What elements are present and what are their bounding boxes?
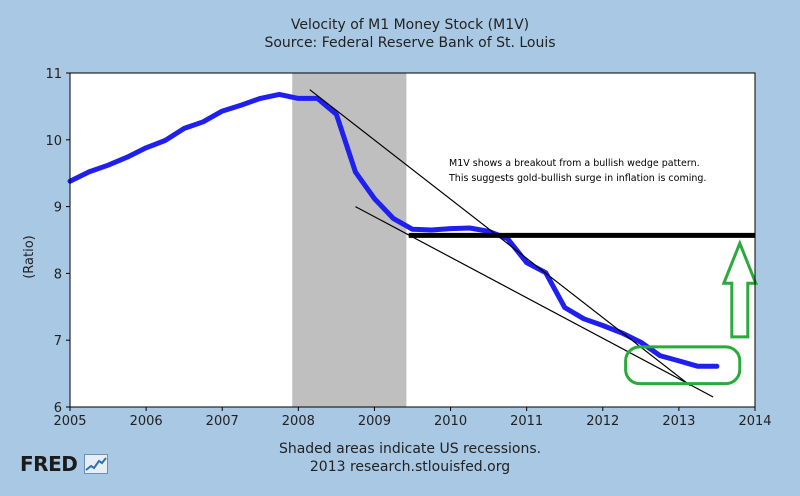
- x-tick-label: 2010: [434, 414, 467, 429]
- y-tick-label: 7: [54, 334, 62, 349]
- plot-area: [70, 73, 755, 407]
- x-tick-label: 2009: [358, 414, 391, 429]
- chart: 2005 2006 2007 2008 2009 2010 2011 2012 2013 2014…: [22, 67, 772, 429]
- fred-logo-text: FRED: [20, 452, 78, 476]
- y-tick-label: 6: [54, 401, 62, 416]
- footer-recession-note: Shaded areas indicate US recessions.: [278, 441, 542, 457]
- x-tick-label: 2007: [206, 414, 239, 429]
- chart-subtitle: Source: Federal Reserve Bank of St. Loui…: [264, 35, 556, 51]
- lower-wedge-line: [355, 206, 714, 398]
- x-tick-label: 2008: [282, 414, 315, 429]
- footer-source-url: 2013 research.stlouisfed.org: [309, 459, 511, 475]
- x-tick-label: 2013: [662, 414, 695, 429]
- fred-chart-icon: [84, 454, 109, 474]
- x-tick-label: 2006: [130, 414, 163, 429]
- chart-title: Velocity of M1 Money Stock (M1V): [290, 17, 530, 33]
- series-line-m1v: [67, 91, 720, 369]
- y-tick-label: 9: [54, 201, 62, 216]
- annotation-text-line-1: M1V shows a breakout from a bullish wedg…: [449, 158, 700, 169]
- y-tick-label: 10: [45, 134, 62, 149]
- x-tick-label: 2014: [738, 414, 771, 429]
- x-tick-label: 2005: [53, 414, 86, 429]
- x-tick-label: 2011: [510, 414, 543, 429]
- recession-shade: [292, 73, 407, 407]
- fred-logo: FRED: [20, 452, 109, 478]
- y-tick-label: 11: [45, 67, 62, 82]
- y-tick-label: 8: [54, 267, 62, 282]
- up-arrow-icon: [721, 239, 759, 339]
- y-axis-label: (Ratio): [22, 235, 37, 279]
- plot-frame: [69, 72, 756, 408]
- x-tick-label: 2012: [586, 414, 619, 429]
- annotation-text-line-2: This suggests gold-bullish surge in infl…: [448, 173, 706, 184]
- highlight-box: [624, 345, 742, 386]
